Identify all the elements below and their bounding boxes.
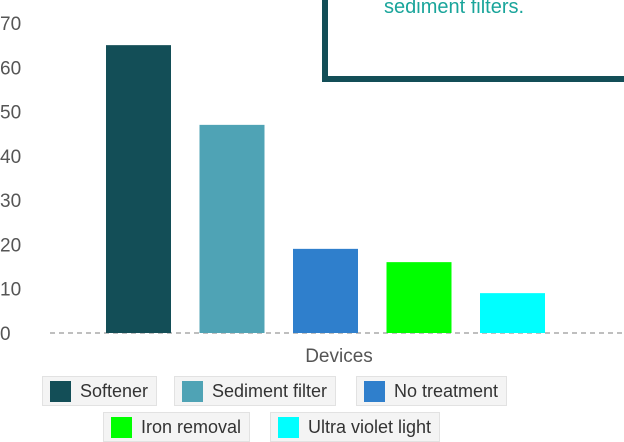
- legend-item-ultra-violet-light[interactable]: Ultra violet light: [270, 412, 441, 442]
- bars-group: [106, 45, 545, 334]
- y-tick-label: 20: [0, 235, 21, 256]
- y-tick-label: 10: [0, 280, 21, 301]
- legend-item-softener[interactable]: Softener: [42, 376, 158, 406]
- legend-label: Softener: [80, 380, 149, 401]
- legend-label: Sediment filter: [212, 380, 328, 401]
- x-axis-title: Devices: [305, 346, 373, 367]
- legend-swatch: [50, 380, 71, 402]
- legend-label: No treatment: [394, 380, 499, 401]
- y-tick-label: 0: [0, 324, 11, 345]
- legend-item-sediment-filter[interactable]: Sediment filter: [174, 376, 337, 406]
- legend-swatch: [278, 416, 299, 438]
- bar-softener[interactable]: [106, 45, 171, 334]
- bar-no-treatment[interactable]: [293, 248, 358, 333]
- legend-item-no-treatment[interactable]: No treatment: [356, 376, 508, 406]
- legend-label: Ultra violet light: [308, 416, 432, 437]
- legend-swatch: [364, 380, 385, 402]
- bar-ultra-violet-light[interactable]: [480, 293, 545, 333]
- y-axis-ticks: 0 10 20 30 40 50 60 70: [0, 14, 21, 345]
- legend-item-iron-removal[interactable]: Iron removal: [103, 412, 251, 442]
- y-tick-label: 50: [0, 103, 21, 124]
- y-tick-label: 70: [0, 14, 21, 35]
- bar-iron-removal[interactable]: [386, 262, 452, 333]
- y-tick-label: 60: [0, 58, 21, 79]
- callout-box: sediment filters.: [322, 0, 624, 82]
- legend-label: Iron removal: [141, 416, 242, 437]
- legend-swatch: [111, 416, 132, 438]
- legend-swatch: [182, 380, 203, 402]
- y-tick-label: 30: [0, 191, 21, 212]
- bar-sediment-filter[interactable]: [199, 124, 265, 333]
- callout-text: sediment filters.: [384, 0, 525, 18]
- y-tick-label: 40: [0, 147, 21, 168]
